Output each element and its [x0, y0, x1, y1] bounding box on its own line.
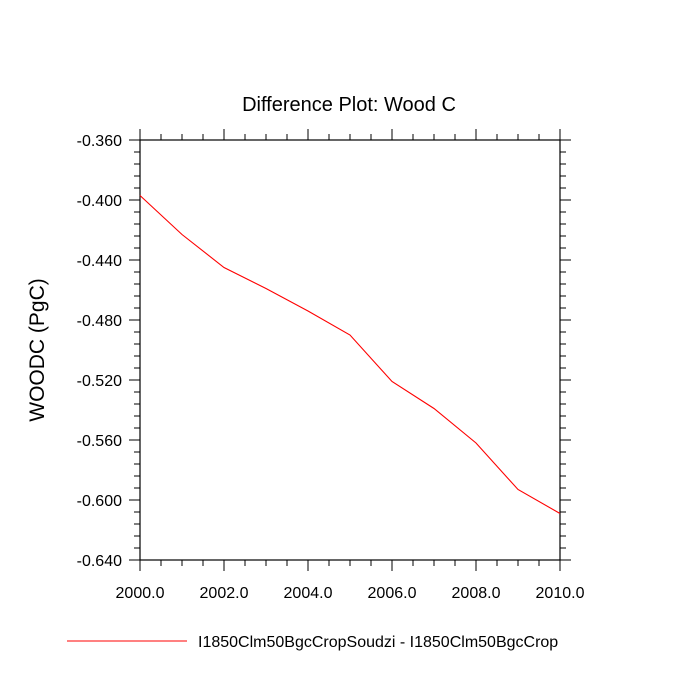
x-tick-label: 2002.0 [200, 585, 249, 602]
y-tick-label: -0.520 [77, 373, 122, 390]
y-tick-label: -0.560 [77, 433, 122, 450]
y-tick-label: -0.360 [77, 133, 122, 150]
axis-ticks [129, 129, 571, 571]
y-tick-label: -0.480 [77, 313, 122, 330]
chart-title: Difference Plot: Wood C [242, 94, 456, 116]
y-tick-label: -0.440 [77, 253, 122, 270]
plot-frame [139, 139, 561, 561]
legend-label: I1850Clm50BgcCropSoudzi - I1850Clm50BgcC… [198, 634, 558, 651]
y-axis-label: WOODC (PgC) [26, 278, 49, 422]
x-tick-label: 2008.0 [452, 585, 501, 602]
legend: I1850Clm50BgcCropSoudzi - I1850Clm50BgcC… [67, 634, 558, 651]
series-layer [139, 195, 561, 514]
x-tick-label: 2006.0 [368, 585, 417, 602]
y-tick-label: -0.400 [77, 193, 122, 210]
tick-labels: -0.360 -0.400 -0.440 -0.480 -0.520 -0.560 -0.6… [77, 133, 585, 602]
x-tick-label: 2010.0 [536, 585, 585, 602]
series-line [139, 195, 561, 514]
y-tick-label: -0.640 [77, 553, 122, 570]
y-tick-label: -0.600 [77, 493, 122, 510]
x-tick-label: 2004.0 [284, 585, 333, 602]
x-tick-label: 2000.0 [116, 585, 165, 602]
